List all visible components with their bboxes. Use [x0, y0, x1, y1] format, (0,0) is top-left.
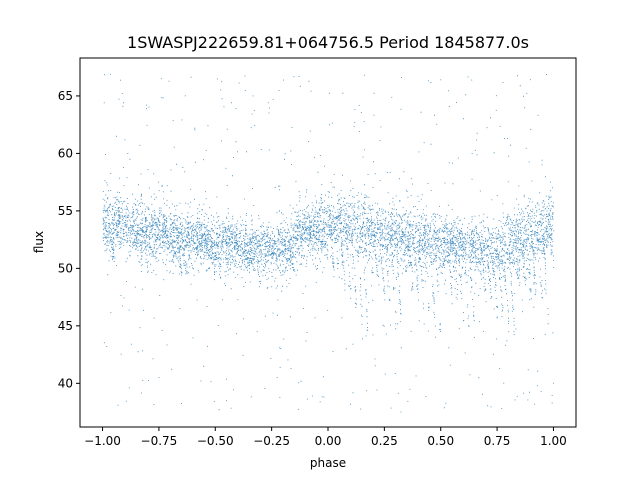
x-axis-ticks: −1.00 −0.75 −0.50 −0.25 0.00 0.25 0.50 0.75 1.00 — [84, 427, 567, 448]
y-tick-label: 60 — [58, 146, 73, 160]
y-tick-label: 50 — [58, 261, 73, 275]
x-tick-label: −0.50 — [197, 434, 234, 448]
x-tick-label: 1.00 — [540, 434, 567, 448]
x-tick-label: 0.00 — [315, 434, 342, 448]
x-tick-label: 0.75 — [484, 434, 511, 448]
y-tick-label: 45 — [58, 319, 73, 333]
x-tick-label: −0.25 — [253, 434, 290, 448]
data-points — [102, 73, 555, 413]
y-tick-label: 40 — [58, 376, 73, 390]
y-tick-label: 65 — [58, 89, 73, 103]
scatter-points — [102, 73, 555, 413]
y-axis-ticks: 40 45 50 55 60 65 — [58, 89, 80, 390]
x-tick-label: 0.50 — [427, 434, 454, 448]
y-tick-label: 55 — [58, 204, 73, 218]
x-axis-label: phase — [310, 456, 346, 470]
y-axis-label: flux — [32, 231, 46, 253]
x-tick-label: 0.25 — [371, 434, 398, 448]
chart-title: 1SWASPJ222659.81+064756.5 Period 1845877… — [127, 33, 529, 52]
x-tick-label: −0.75 — [141, 434, 178, 448]
x-tick-label: −1.00 — [84, 434, 121, 448]
